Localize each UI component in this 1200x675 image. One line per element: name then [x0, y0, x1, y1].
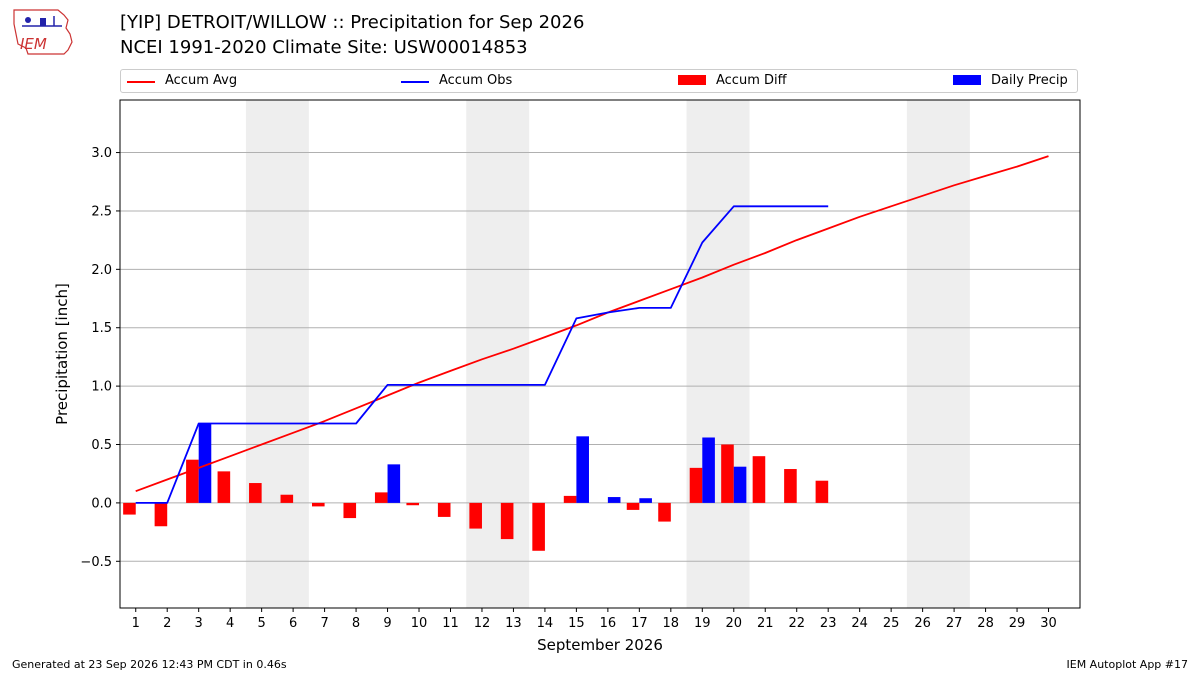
x-tick-label: 16: [600, 616, 617, 631]
accum-diff-bar: [312, 502, 325, 507]
accum-diff-bar: [784, 469, 797, 503]
weekend-band: [906, 100, 970, 608]
legend-swatch-accum-obs: [401, 81, 429, 83]
accum-diff-bar: [154, 502, 168, 527]
accum-diff-bar: [626, 502, 640, 510]
x-tick-label: 24: [851, 616, 868, 631]
daily-precip-bar: [733, 466, 747, 503]
y-tick-label: −0.5: [80, 555, 112, 570]
legend-label: Daily Precip: [991, 73, 1068, 88]
daily-precip-bar: [198, 423, 212, 503]
bars: [123, 423, 829, 551]
accum-diff-bar: [374, 492, 388, 503]
x-tick-label: 11: [442, 616, 459, 631]
x-tick-label: 21: [757, 616, 774, 631]
footer-app-text: IEM Autoplot App #17: [1066, 658, 1189, 671]
y-tick-label: 0.0: [91, 496, 112, 511]
legend-swatch-daily-precip: [953, 75, 981, 85]
y-axis-label: Precipitation [inch]: [53, 283, 71, 425]
accum-diff-bar: [689, 467, 703, 503]
y-axis-ticks: −0.5 0.0 0.5 1.0 1.5 2.0 2.5 3.0: [80, 146, 120, 570]
x-tick-label: 7: [320, 616, 328, 631]
x-tick-label: 30: [1040, 616, 1057, 631]
x-tick-label: 18: [663, 616, 680, 631]
x-tick-label: 17: [631, 616, 648, 631]
x-tick-label: 8: [352, 616, 360, 631]
x-tick-label: 28: [977, 616, 994, 631]
x-tick-label: 26: [914, 616, 931, 631]
y-tick-label: 0.5: [91, 438, 112, 453]
x-tick-label: 10: [411, 616, 428, 631]
daily-precip-bar: [607, 497, 621, 503]
x-tick-label: 9: [383, 616, 391, 631]
x-axis-label: September 2026: [537, 636, 663, 654]
y-tick-label: 2.0: [91, 263, 112, 278]
daily-precip-bar: [639, 498, 652, 503]
accum-diff-bar: [217, 471, 231, 503]
accum-diff-bar: [752, 456, 766, 503]
accum-diff-bar: [500, 502, 514, 540]
x-tick-label: 6: [289, 616, 297, 631]
gridlines: [120, 152, 1080, 562]
x-axis-ticks: 1 2 3 4 5 6 7 8 9 10 11 12 13 14 15 16 17 18 19 20 21 22 23 24 2…: [132, 608, 1057, 631]
accum-diff-bar: [343, 502, 357, 519]
series-lines: [135, 155, 1049, 504]
legend-swatch-accum-avg: [127, 81, 155, 83]
accum-diff-bar: [280, 494, 294, 503]
chart-title: [YIP] DETROIT/WILLOW :: Precipitation fo…: [120, 12, 585, 33]
x-tick-label: 4: [226, 616, 234, 631]
x-tick-label: 12: [474, 616, 491, 631]
x-tick-label: 15: [568, 616, 585, 631]
daily-precip-bar: [387, 464, 401, 503]
weekend-band: [245, 100, 309, 608]
y-tick-label: 1.0: [91, 380, 112, 395]
accum-diff-bar: [469, 502, 482, 529]
accum-diff-bar: [186, 459, 199, 503]
legend-swatch-accum-diff: [678, 75, 706, 85]
accum-diff-bar: [815, 480, 829, 503]
legend-label: Accum Obs: [439, 73, 513, 88]
x-tick-label: 3: [195, 616, 203, 631]
x-tick-label: 22: [788, 616, 805, 631]
legend-label: Accum Avg: [165, 73, 238, 88]
x-tick-label: 19: [694, 616, 711, 631]
accum-diff-bar: [437, 502, 451, 517]
footer-generated-text: Generated at 23 Sep 2026 12:43 PM CDT in…: [12, 658, 287, 671]
x-tick-label: 29: [1009, 616, 1026, 631]
accum-diff-bar: [563, 495, 577, 503]
y-tick-label: 2.5: [91, 204, 112, 219]
daily-precip-bar: [702, 437, 715, 503]
x-tick-label: 13: [505, 616, 522, 631]
iem-logo: IEM: [13, 9, 73, 55]
accum-diff-bar: [249, 483, 262, 503]
x-tick-label: 23: [820, 616, 837, 631]
x-tick-label: 25: [883, 616, 900, 631]
accum-obs-line: [135, 205, 829, 504]
accum-avg-line: [135, 155, 1049, 493]
x-tick-label: 20: [725, 616, 742, 631]
x-tick-label: 5: [257, 616, 265, 631]
accum-diff-bar: [532, 502, 545, 551]
accum-diff-bar: [406, 502, 420, 506]
x-tick-label: 27: [946, 616, 963, 631]
accum-diff-bar: [123, 502, 136, 515]
logo-text: IEM: [20, 35, 47, 53]
x-tick-label: 2: [163, 616, 171, 631]
x-tick-label: 1: [132, 616, 140, 631]
weekend-band: [686, 100, 750, 608]
x-tick-label: 14: [537, 616, 554, 631]
accum-diff-bar: [721, 444, 734, 503]
accum-diff-bar: [658, 502, 671, 522]
plot-frame: [119, 99, 1081, 609]
chart-subtitle: NCEI 1991-2020 Climate Site: USW00014853: [120, 37, 528, 58]
y-tick-label: 3.0: [91, 146, 112, 161]
legend-label: Accum Diff: [716, 73, 787, 88]
daily-precip-bar: [576, 436, 589, 503]
chart-legend: Accum Avg Accum Obs Accum Diff Daily Pre…: [120, 69, 1078, 93]
weekend-shading: [245, 100, 970, 608]
y-tick-label: 1.5: [91, 321, 112, 336]
